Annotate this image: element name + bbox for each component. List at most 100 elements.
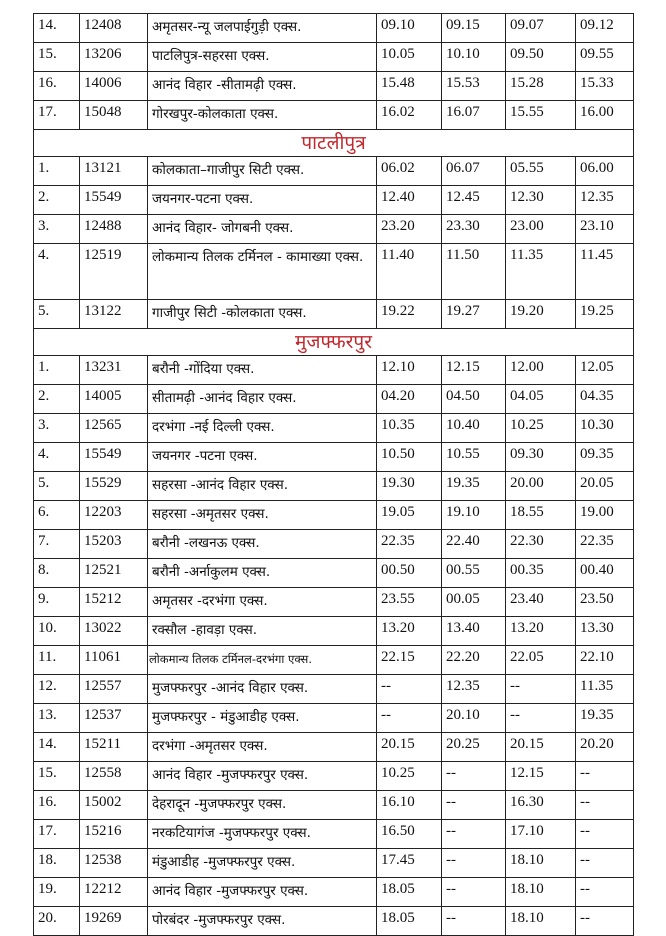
train-name-cell: दरभंगा -नई दिल्ली एक्स. <box>147 413 377 443</box>
time-cell: 22.10 <box>575 645 634 675</box>
serial-number-cell: 9. <box>33 587 80 617</box>
time-cell: 09.15 <box>441 13 506 43</box>
train-name-cell: देहरादून -मुजफ्फरपुर एक्स. <box>147 790 377 820</box>
time-cell: 00.40 <box>575 558 634 588</box>
time-cell: 11.35 <box>575 674 634 704</box>
time-cell: -- <box>575 819 634 849</box>
time-cell: 22.30 <box>505 529 576 559</box>
train-number-cell: 12537 <box>79 703 148 733</box>
table-row: 17. 15216 नरकटियागंज -मुजफ्फरपुर एक्स. 16.5… <box>33 819 634 849</box>
time-cell: 16.50 <box>376 819 442 849</box>
train-number-cell: 12538 <box>79 848 148 878</box>
time-cell: 19.00 <box>575 500 634 530</box>
table-row: 16. 14006 आनंद विहार -सीतामढ़ी एक्स. 15.48 1… <box>33 71 634 101</box>
serial-number-cell: 17. <box>33 100 80 130</box>
time-cell: 10.25 <box>505 413 576 443</box>
train-name-cell: जयनगर -पटना एक्स. <box>147 442 377 472</box>
time-cell: 22.40 <box>441 529 506 559</box>
time-cell: 12.10 <box>376 355 442 385</box>
time-cell: 23.30 <box>441 214 506 244</box>
time-cell: -- <box>376 703 442 733</box>
table-row: 5. 15529 सहरसा -आनंद विहार एक्स. 19.30 19.35… <box>33 471 634 501</box>
time-cell: -- <box>575 790 634 820</box>
serial-number-cell: 8. <box>33 558 80 588</box>
time-cell: 16.00 <box>575 100 634 130</box>
time-cell: 19.22 <box>376 299 442 329</box>
train-number-cell: 15216 <box>79 819 148 849</box>
serial-number-cell: 2. <box>33 384 80 414</box>
time-cell: -- <box>575 761 634 791</box>
time-cell: -- <box>441 906 506 936</box>
train-name-cell: जयनगर-पटना एक्स. <box>147 185 377 215</box>
table-row: 11. 11061 लोकमान्य तिलक टर्मिनल-दरभंगा एक्… <box>33 645 634 675</box>
section-header-row: पाटलीपुत्र <box>33 129 634 157</box>
table-row: 14. 12408 अमृतसर-न्यू जलपाईगुड़ी एक्स. 09.1… <box>33 13 634 43</box>
table-row: 7. 15203 बरौनी -लखनऊ एक्स. 22.35 22.40 22.30 2… <box>33 529 634 559</box>
serial-number-cell: 5. <box>33 471 80 501</box>
serial-number-cell: 12. <box>33 674 80 704</box>
time-cell: 13.20 <box>376 616 442 646</box>
time-cell: 00.35 <box>505 558 576 588</box>
time-cell: 15.48 <box>376 71 442 101</box>
table-row: 16. 15002 देहरादून -मुजफ्फरपुर एक्स. 16.10-… <box>33 790 634 820</box>
section-title: पाटलीपुत्र <box>33 129 634 157</box>
table-row: 6. 12203 सहरसा -अमृतसर एक्स. 19.05 19.10 18.5… <box>33 500 634 530</box>
train-name-cell: मुजफ्फरपुर -आनंद विहार एक्स. <box>147 674 377 704</box>
train-name-cell: पाटलिपुत्र-सहरसा एक्स. <box>147 42 377 72</box>
time-cell: 20.05 <box>575 471 634 501</box>
time-cell: 11.45 <box>575 243 634 300</box>
time-cell: 09.35 <box>575 442 634 472</box>
time-cell: 23.40 <box>505 587 576 617</box>
train-name-cell: लोकमान्य तिलक टर्मिनल-दरभंगा एक्स. <box>147 645 377 675</box>
time-cell: -- <box>441 790 506 820</box>
time-cell: 10.05 <box>376 42 442 72</box>
serial-number-cell: 5. <box>33 299 80 329</box>
table-row: 15. 12558 आनंद विहार -मुजफ्फरपुर एक्स. 10.2… <box>33 761 634 791</box>
train-name-cell: सहरसा -आनंद विहार एक्स. <box>147 471 377 501</box>
time-cell: 09.12 <box>575 13 634 43</box>
train-name-cell: रक्सौल -हावड़ा एक्स. <box>147 616 377 646</box>
time-cell: 20.15 <box>376 732 442 762</box>
serial-number-cell: 2. <box>33 185 80 215</box>
time-cell: 22.35 <box>575 529 634 559</box>
time-cell: 12.15 <box>505 761 576 791</box>
serial-number-cell: 16. <box>33 790 80 820</box>
time-cell: 18.10 <box>505 877 576 907</box>
time-cell: -- <box>441 819 506 849</box>
table-row: 14. 15211 दरभंगा -अमृतसर एक्स. 20.15 20.25 20… <box>33 732 634 762</box>
time-cell: 09.10 <box>376 13 442 43</box>
time-cell: -- <box>441 761 506 791</box>
train-name-cell: आनंद विहार -सीतामढ़ी एक्स. <box>147 71 377 101</box>
time-cell: 12.05 <box>575 355 634 385</box>
serial-number-cell: 16. <box>33 71 80 101</box>
time-cell: 13.20 <box>505 616 576 646</box>
train-number-cell: 13231 <box>79 355 148 385</box>
table-row: 1. 13231 बरौनी -गोंदिया एक्स. 12.10 12.15 12.… <box>33 355 634 385</box>
time-cell: 10.40 <box>441 413 506 443</box>
table-row: 19. 12212 आनंद विहार -मुजफ्फरपुर एक्स. 18.0… <box>33 877 634 907</box>
table-row: 18. 12538 मंडुआडीह -मुजफ्फरपुर एक्स. 17.45-… <box>33 848 634 878</box>
time-cell: 19.25 <box>575 299 634 329</box>
time-cell: 15.33 <box>575 71 634 101</box>
time-cell: 20.10 <box>441 703 506 733</box>
serial-number-cell: 3. <box>33 413 80 443</box>
serial-number-cell: 7. <box>33 529 80 559</box>
train-number-cell: 15549 <box>79 442 148 472</box>
train-number-cell: 12565 <box>79 413 148 443</box>
train-number-cell: 12408 <box>79 13 148 43</box>
train-name-cell: गोरखपुर-कोलकाता एक्स. <box>147 100 377 130</box>
table-row: 5. 13122 गाजीपुर सिटी -कोलकाता एक्स. 19.22 1… <box>33 299 634 329</box>
time-cell: 05.55 <box>505 156 576 186</box>
time-cell: 12.15 <box>441 355 506 385</box>
time-cell: 10.35 <box>376 413 442 443</box>
table-row: 3. 12565 दरभंगा -नई दिल्ली एक्स. 10.35 10.40… <box>33 413 634 443</box>
time-cell: 00.55 <box>441 558 506 588</box>
table-row: 8. 12521 बरौनी -अर्नाकुलम एक्स. 00.50 00.55 0… <box>33 558 634 588</box>
serial-number-cell: 18. <box>33 848 80 878</box>
serial-number-cell: 20. <box>33 906 80 936</box>
serial-number-cell: 19. <box>33 877 80 907</box>
table-row: 10. 13022 रक्सौल -हावड़ा एक्स. 13.20 13.40 13… <box>33 616 634 646</box>
time-cell: 11.40 <box>376 243 442 300</box>
table-row: 2. 14005 सीतामढ़ी -आनंद विहार एक्स. 04.20 04… <box>33 384 634 414</box>
table-row: 20. 19269 पोरबंदर -मुजफ्फरपुर एक्स. 18.05 --… <box>33 906 634 936</box>
